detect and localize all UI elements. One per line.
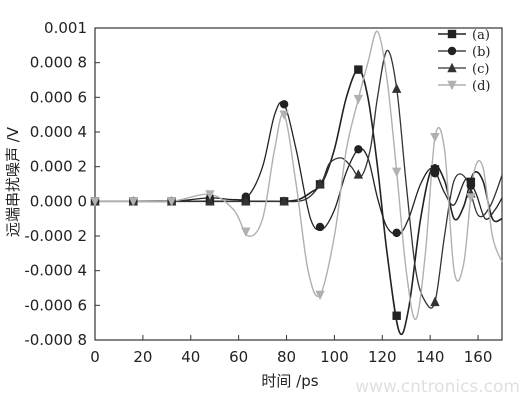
series-point-d: [166, 197, 177, 207]
legend-marker-c: [447, 62, 457, 73]
x-tick-label: 60: [229, 348, 248, 366]
series-point-d: [90, 197, 100, 207]
series-point-c: [315, 178, 325, 188]
series-point-d: [466, 193, 476, 203]
series-point-d: [391, 167, 402, 178]
series-point-b: [279, 100, 289, 109]
series-point-c: [205, 196, 215, 206]
plot-frame: [94, 27, 503, 341]
series-point-b: [466, 181, 476, 190]
y-tick-label: 0.000 4: [30, 123, 87, 141]
series-lines: [95, 30, 503, 336]
x-axis-label: 时间 /ps: [261, 372, 318, 390]
x-tick-label: 100: [320, 348, 349, 366]
legend-marker-d: [447, 80, 457, 91]
series-point-d: [205, 190, 215, 200]
series-point-c: [430, 296, 440, 307]
legend-label-a: (a): [472, 28, 490, 43]
series-point-b: [430, 169, 440, 178]
series-point-c: [279, 196, 289, 206]
x-tick-label: 80: [277, 348, 296, 366]
legend-label-c: (c): [472, 62, 489, 77]
y-tick-label: -0.000 6: [24, 296, 87, 314]
x-tick-label: 140: [416, 348, 445, 366]
x-tick-label: 40: [181, 348, 200, 366]
series-point-d: [241, 227, 251, 237]
series-point-c: [241, 196, 251, 206]
y-tick-label: -0.000 4: [24, 262, 87, 280]
x-axis-ticks: 0 20 40 60 80 100 120 140 160: [90, 335, 492, 366]
y-tick-label: 0.001: [44, 19, 87, 37]
series-point-a: [392, 311, 401, 320]
series-point-b: [354, 145, 363, 154]
y-tick-label: 0.000 6: [30, 88, 87, 106]
series-point-d: [128, 197, 139, 207]
legend-marker-a: [447, 29, 457, 39]
y-tick-label: 0.000 0: [30, 192, 87, 210]
x-tick-label: 120: [368, 348, 397, 366]
series-markers: [90, 65, 476, 320]
y-axis-label: 远端串扰噪声 /V: [4, 126, 22, 237]
legend-label-b: (b): [472, 45, 490, 60]
series-point-d: [315, 290, 325, 301]
series-line-c: [95, 49, 503, 309]
y-tick-label: -0.000 2: [24, 227, 87, 245]
watermark-text: www.cntronics.com: [355, 377, 520, 397]
x-tick-label: 20: [133, 348, 152, 366]
legend-label-d: (d): [472, 79, 490, 94]
legend-marker-b: [447, 46, 457, 56]
y-axis-ticks: 0.001 0.000 8 0.000 6 0.000 4 0.000 2 0.000 0…: [24, 19, 100, 349]
series-point-c: [353, 169, 364, 179]
legend: (a) (b) (c) (d): [438, 28, 490, 94]
x-tick-label: 160: [464, 348, 493, 366]
series-line-d: [95, 30, 503, 320]
y-tick-label: 0.000 2: [30, 158, 87, 176]
y-tick-label: 0.000 8: [30, 54, 87, 72]
y-tick-label: -0.000 8: [24, 331, 87, 349]
series-point-c: [391, 83, 402, 93]
x-tick-label: 0: [90, 348, 100, 366]
series-point-b: [315, 222, 325, 232]
series-point-d: [430, 133, 440, 143]
series-point-a: [354, 65, 363, 74]
series-point-d: [353, 94, 364, 105]
series-line-b: [95, 101, 503, 236]
series-point-d: [279, 110, 289, 120]
series-point-b: [392, 228, 401, 238]
